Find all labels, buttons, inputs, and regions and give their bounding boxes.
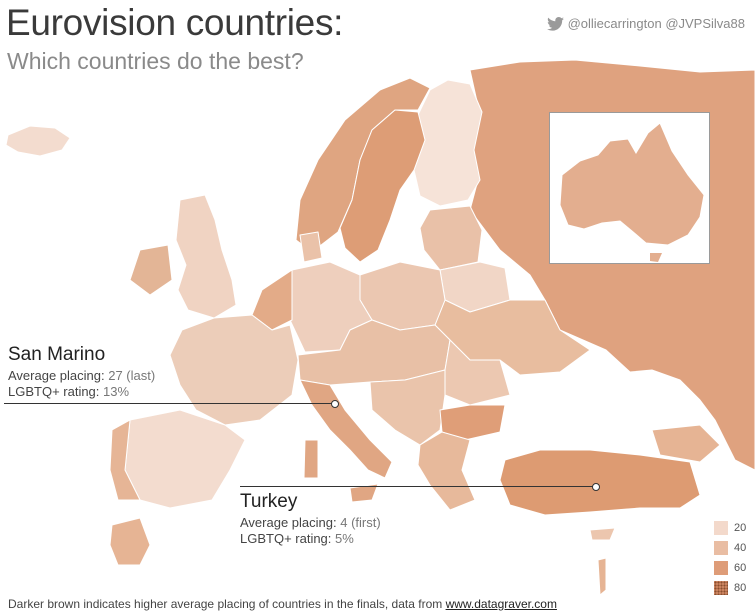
country-tasmania[interactable] bbox=[650, 253, 662, 262]
country-baltics[interactable] bbox=[419, 205, 483, 271]
footer-text: Darker brown indicates higher average pl… bbox=[8, 597, 446, 611]
rating-value: 13% bbox=[103, 384, 130, 399]
country-italy[interactable] bbox=[299, 379, 393, 479]
legend-label: 60 bbox=[734, 562, 747, 574]
turkey-marker bbox=[592, 483, 600, 491]
turkey-leader-line bbox=[240, 486, 594, 487]
legend-item: 80 bbox=[714, 578, 746, 598]
credits[interactable]: @olliecarrington @JVPSilva88 bbox=[546, 16, 745, 31]
australia-inset bbox=[549, 112, 710, 264]
country-israel[interactable] bbox=[597, 557, 607, 596]
san-marino-marker bbox=[331, 400, 339, 408]
country-benelux[interactable] bbox=[251, 269, 293, 331]
callout-san-marino: San Marino Average placing: 27 (last) LG… bbox=[8, 344, 155, 400]
country-ireland[interactable] bbox=[129, 244, 173, 296]
country-sweden[interactable] bbox=[339, 109, 426, 263]
rating-label: LGBTQ+ rating: bbox=[8, 384, 100, 399]
callout-country-name: Turkey bbox=[240, 491, 298, 512]
country-sicily[interactable] bbox=[349, 483, 379, 503]
country-caucasus[interactable] bbox=[651, 424, 721, 463]
page-subtitle: Which countries do the best? bbox=[7, 48, 304, 74]
callout-country-name: San Marino bbox=[8, 344, 106, 365]
source-link[interactable]: www.datagraver.com bbox=[445, 597, 557, 611]
legend-item: 20 bbox=[714, 518, 746, 538]
country-portugal[interactable] bbox=[109, 419, 141, 501]
placing-value: 4 (first) bbox=[340, 515, 381, 530]
page-title: Eurovision countries: bbox=[6, 2, 344, 43]
country-sardinia[interactable] bbox=[303, 439, 319, 479]
legend-swatch bbox=[714, 581, 728, 595]
country-denmark[interactable] bbox=[299, 231, 323, 263]
rating-value: 5% bbox=[335, 531, 354, 546]
placing-label: Average placing: bbox=[8, 368, 105, 383]
country-greece[interactable] bbox=[417, 431, 476, 511]
country-morocco[interactable] bbox=[109, 517, 151, 566]
country-iceland[interactable] bbox=[5, 125, 71, 157]
legend-swatch bbox=[714, 541, 728, 555]
legend-label: 40 bbox=[734, 542, 747, 554]
footer-note: Darker brown indicates higher average pl… bbox=[8, 597, 557, 611]
san-marino-leader-line bbox=[4, 403, 333, 404]
country-france[interactable] bbox=[169, 314, 299, 426]
legend-label: 80 bbox=[734, 582, 747, 594]
legend-swatch bbox=[714, 561, 728, 575]
country-uk[interactable] bbox=[175, 194, 237, 319]
legend-label: 20 bbox=[734, 522, 747, 534]
legend-swatch bbox=[714, 521, 728, 535]
legend: 20 40 60 80 bbox=[714, 518, 746, 598]
country-turkey[interactable] bbox=[499, 449, 701, 516]
credits-text: @olliecarrington @JVPSilva88 bbox=[567, 16, 745, 31]
australia-map bbox=[559, 122, 705, 262]
placing-label: Average placing: bbox=[240, 515, 337, 530]
callout-turkey: Turkey Average placing: 4 (first) LGBTQ+… bbox=[240, 491, 381, 547]
placing-value: 27 (last) bbox=[108, 368, 156, 383]
twitter-bird-icon bbox=[546, 16, 564, 31]
country-romania[interactable] bbox=[444, 339, 511, 406]
legend-item: 40 bbox=[714, 538, 746, 558]
legend-item: 60 bbox=[714, 558, 746, 578]
rating-label: LGBTQ+ rating: bbox=[240, 531, 332, 546]
country-cyprus[interactable] bbox=[589, 527, 616, 541]
country-balkans[interactable] bbox=[369, 369, 446, 446]
country-australia[interactable] bbox=[559, 122, 705, 246]
